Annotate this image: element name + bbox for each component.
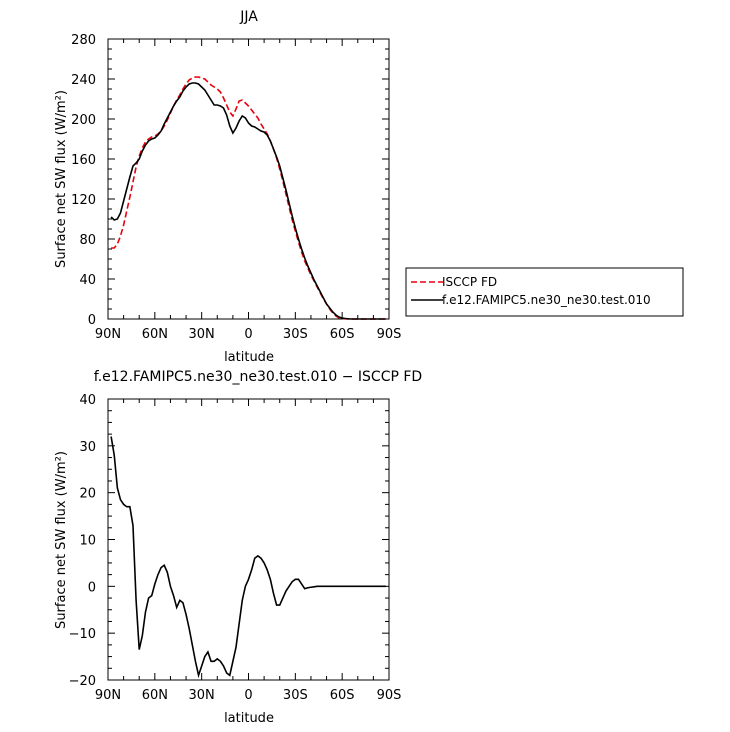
- x-tick-label: 0: [244, 688, 252, 703]
- x-tick-label: 30N: [189, 327, 215, 342]
- y-tick-label: 20: [79, 487, 96, 502]
- top-x-tick-labels: 90N 60N 30N 0 30S 60S 90S: [95, 327, 402, 342]
- y-tick-label: 0: [88, 313, 96, 328]
- top-y-tick-labels: 0 40 80 120 160 200 240 280: [71, 33, 96, 328]
- bottom-x-tick-labels: 90N 60N 30N 0 30S 60S 90S: [95, 688, 402, 703]
- y-tick-label: 10: [79, 534, 96, 549]
- series-line-difference: [110, 436, 386, 679]
- legend-label-model: f.e12.FAMIPC5.ne30_ne30.test.010: [442, 293, 651, 307]
- y-tick-label: 200: [71, 113, 96, 128]
- series-line-isccp-fd: [111, 76, 386, 320]
- x-tick-label: 60N: [142, 688, 168, 703]
- x-tick-label: 90N: [95, 327, 121, 342]
- y-tick-label: 240: [71, 73, 96, 88]
- top-chart-title: JJA: [239, 9, 258, 25]
- top-plot-frame: [107, 38, 390, 320]
- series-line-model: [110, 82, 386, 320]
- x-tick-label: 60S: [330, 327, 355, 342]
- x-tick-label: 30S: [283, 688, 308, 703]
- y-tick-label: 280: [71, 33, 96, 48]
- x-tick-label: 60N: [142, 327, 168, 342]
- y-tick-label: 40: [79, 273, 96, 288]
- x-tick-label: 90S: [377, 688, 402, 703]
- bottom-chart-title: f.e12.FAMIPC5.ne30_ne30.test.010 − ISCCP…: [94, 369, 422, 385]
- bottom-y-axis-label: Surface net SW flux (W/m²): [54, 451, 69, 629]
- y-tick-label: 160: [71, 153, 96, 168]
- y-tick-label: −10: [69, 627, 96, 642]
- legend-label-isccp-fd: ISCCP FD: [442, 275, 497, 289]
- x-tick-label: 0: [244, 327, 252, 342]
- y-tick-label: 0: [88, 580, 96, 595]
- top-panel: JJA 90N 60N 30N 0 30S 60S 90S 0 40 80 120 160 200 24…: [54, 9, 684, 365]
- top-ticks: [107, 38, 390, 320]
- y-tick-label: 120: [71, 193, 96, 208]
- legend-box: [405, 267, 684, 317]
- x-tick-label: 30S: [283, 327, 308, 342]
- legend: ISCCP FD f.e12.FAMIPC5.ne30_ne30.test.01…: [405, 267, 684, 317]
- y-tick-label: 80: [79, 233, 96, 248]
- x-tick-label: 90S: [377, 327, 402, 342]
- x-tick-label: 90N: [95, 688, 121, 703]
- top-x-axis-label: latitude: [224, 350, 274, 365]
- bottom-ticks: [107, 398, 390, 681]
- top-y-axis-label: Surface net SW flux (W/m²): [54, 90, 69, 268]
- y-tick-label: −20: [69, 674, 96, 689]
- bottom-panel: f.e12.FAMIPC5.ne30_ne30.test.010 − ISCCP…: [54, 369, 422, 726]
- x-tick-label: 60S: [330, 688, 355, 703]
- y-tick-label: 30: [79, 440, 96, 455]
- y-tick-label: 40: [79, 393, 96, 408]
- bottom-x-axis-label: latitude: [224, 711, 274, 726]
- bottom-y-tick-labels: −20 −10 0 10 20 30 40: [69, 393, 96, 689]
- x-tick-label: 30N: [189, 688, 215, 703]
- bottom-plot-frame: [107, 398, 390, 681]
